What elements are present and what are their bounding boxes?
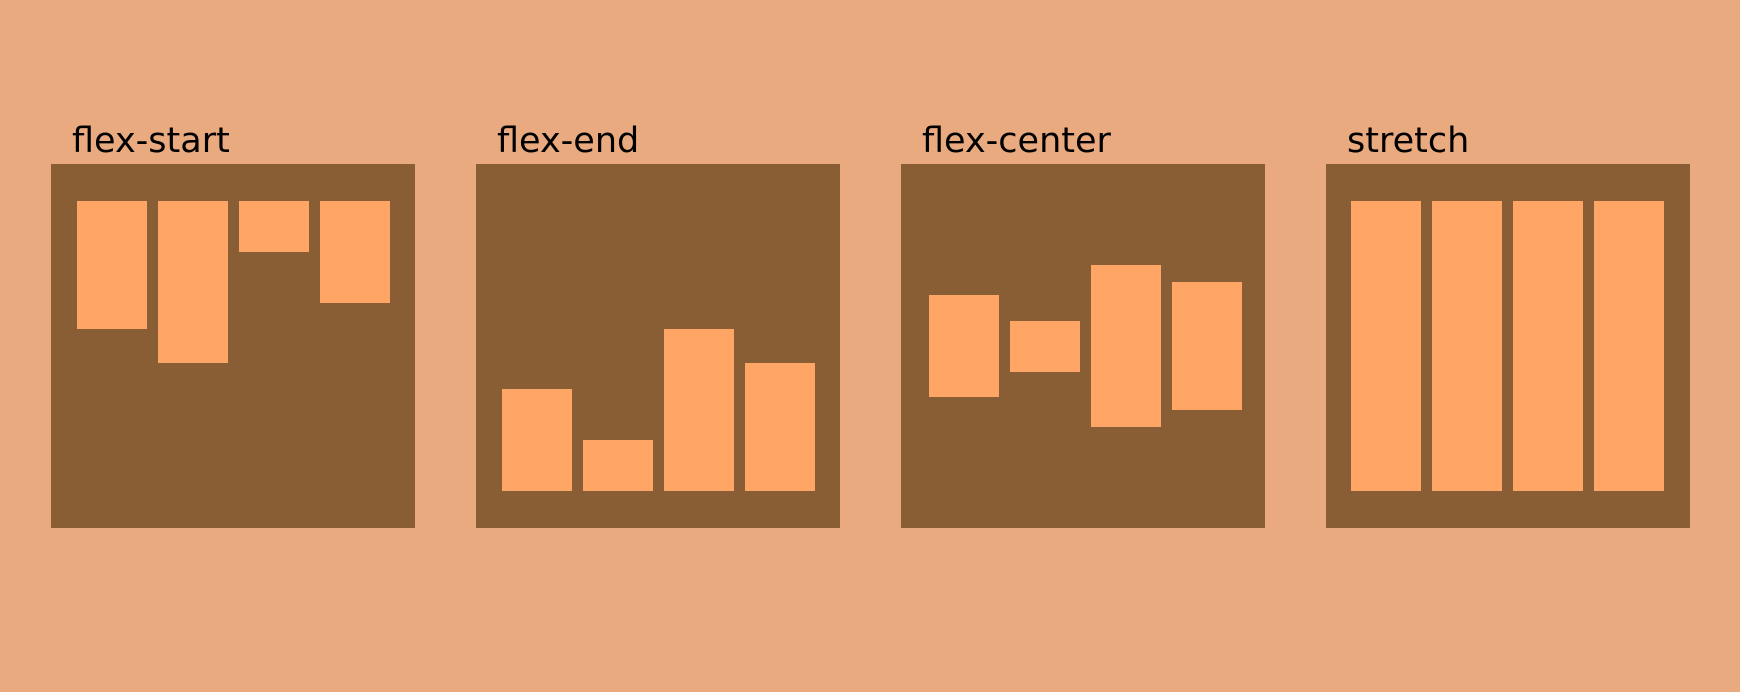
- flex-item-1: [77, 201, 147, 329]
- flex-item-4: [1594, 201, 1664, 491]
- flex-item-3: [664, 329, 734, 491]
- flex-item-2: [1432, 201, 1502, 491]
- panel-label: flex-center: [922, 121, 1111, 161]
- panel-flex-end: flex-end: [476, 118, 840, 528]
- flex-item-1: [929, 295, 999, 397]
- flex-item-2: [1010, 321, 1080, 372]
- flex-item-4: [745, 363, 815, 491]
- panel-label: stretch: [1347, 121, 1470, 161]
- panel-flex-start: flex-start: [51, 118, 415, 528]
- panel-flex-center: flex-center: [901, 118, 1265, 528]
- panel-label: flex-start: [72, 121, 230, 161]
- flex-container: [51, 164, 415, 528]
- flex-container: [901, 164, 1265, 528]
- flex-container: [476, 164, 840, 528]
- flex-item-1: [502, 389, 572, 491]
- flex-item-2: [158, 201, 228, 363]
- panel-stretch: stretch: [1326, 118, 1690, 528]
- flex-item-1: [1351, 201, 1421, 491]
- flex-item-4: [320, 201, 390, 303]
- flex-container: [1326, 164, 1690, 528]
- flex-item-4: [1172, 282, 1242, 410]
- flex-item-2: [583, 440, 653, 491]
- flex-item-3: [1513, 201, 1583, 491]
- panel-label: flex-end: [497, 121, 640, 161]
- flex-item-3: [239, 201, 309, 252]
- flex-item-3: [1091, 265, 1161, 427]
